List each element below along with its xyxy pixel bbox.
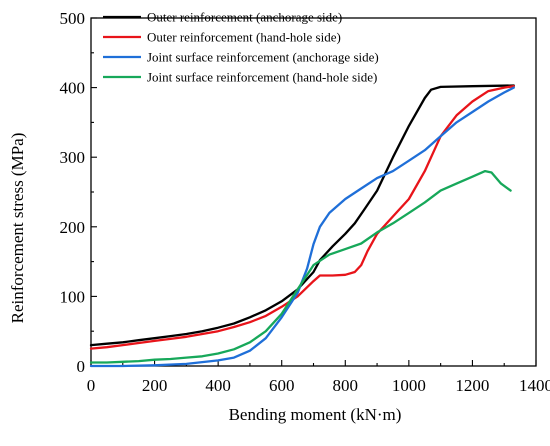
x-tick-label: 1000 — [392, 376, 426, 395]
legend-item: Outer reinforcement (anchorage side) — [103, 10, 342, 25]
axes: 0 200 400 600 800 1000 1200 1400 0 100 200 300 400 50… — [60, 9, 550, 395]
legend-label: Joint surface reinforcement (hand-hole s… — [147, 70, 377, 85]
legend-item: Outer reinforcement (hand-hole side) — [103, 30, 341, 45]
series-lines — [91, 86, 514, 367]
x-tick-label: 200 — [142, 376, 168, 395]
y-tick-label: 200 — [60, 218, 86, 237]
legend-label: Joint surface reinforcement (anchorage s… — [147, 50, 379, 65]
legend-item: Joint surface reinforcement (hand-hole s… — [103, 70, 377, 85]
x-tick-label: 600 — [269, 376, 295, 395]
x-tick-label: 0 — [87, 376, 96, 395]
legend-label: Outer reinforcement (anchorage side) — [147, 10, 342, 25]
x-tick-label: 400 — [205, 376, 231, 395]
series-line-2 — [91, 86, 514, 348]
y-axis-title: Reinforcement stress (MPa) — [8, 133, 27, 324]
y-tick-label: 300 — [60, 148, 86, 167]
x-axis-title: Bending moment (kN·m) — [229, 405, 402, 424]
y-tick-label: 100 — [60, 287, 86, 306]
legend-item: Joint surface reinforcement (anchorage s… — [103, 50, 379, 65]
y-tick-label: 400 — [60, 79, 86, 98]
x-tick-label: 1400 — [519, 376, 550, 395]
y-tick-label: 500 — [60, 9, 86, 28]
legend-label: Outer reinforcement (hand-hole side) — [147, 30, 341, 45]
y-tick-label: 0 — [77, 357, 86, 376]
series-line-4 — [91, 171, 511, 362]
series-line-3 — [91, 88, 514, 366]
legend: Outer reinforcement (anchorage side) Oute… — [103, 10, 379, 85]
x-tick-label: 800 — [333, 376, 359, 395]
x-tick-label: 1200 — [455, 376, 489, 395]
